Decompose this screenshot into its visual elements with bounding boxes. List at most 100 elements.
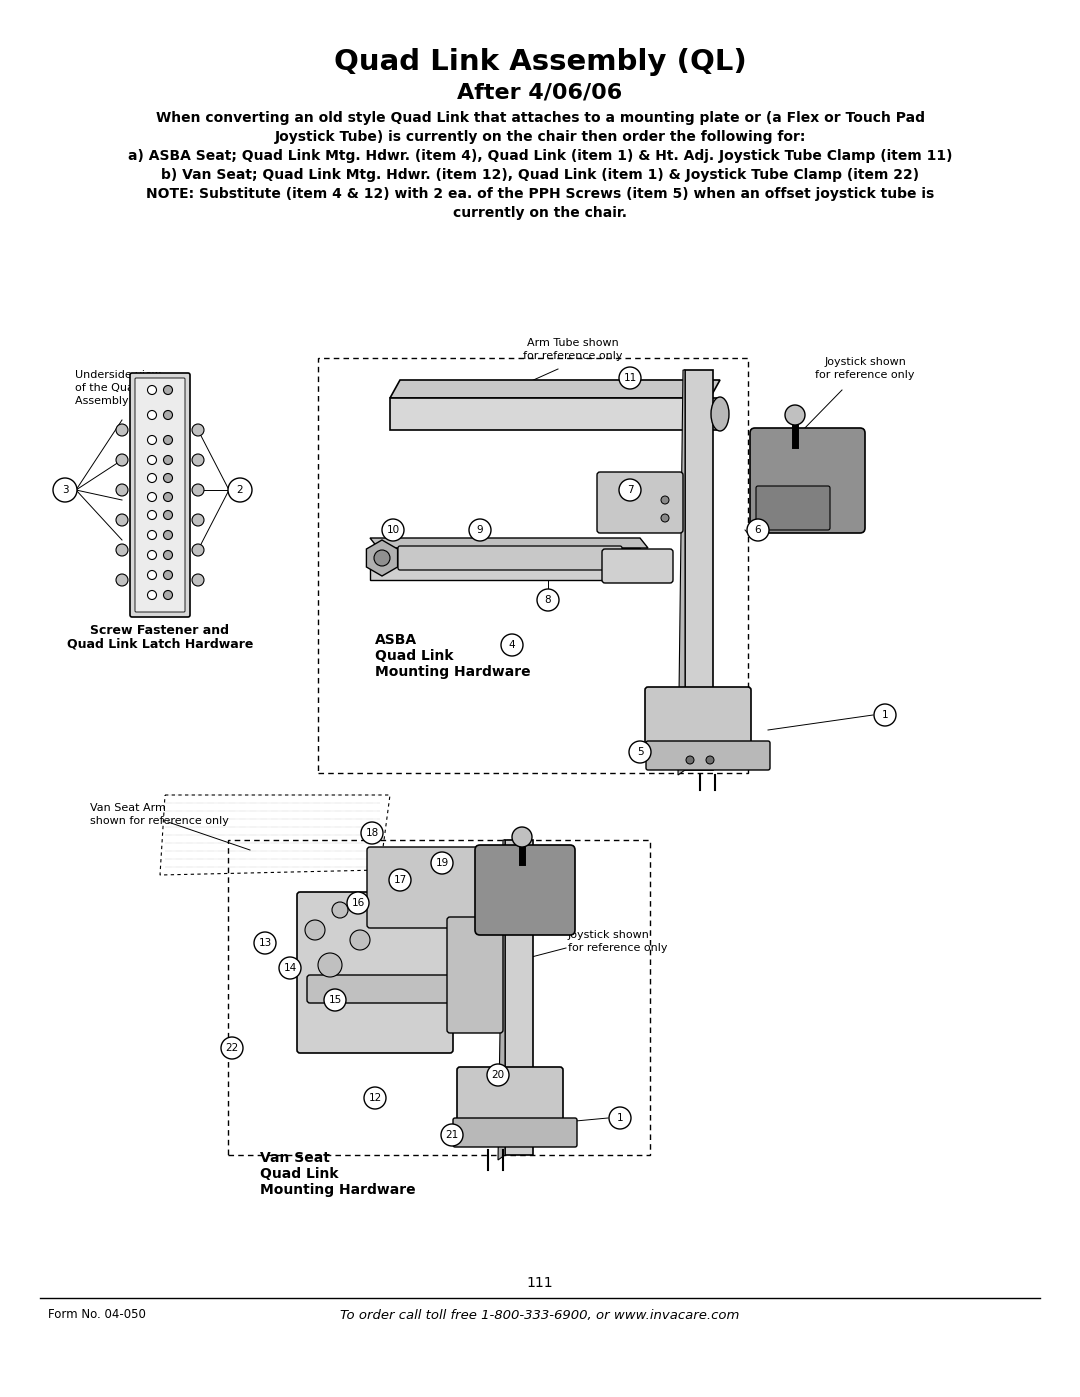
Circle shape (53, 478, 77, 502)
Circle shape (163, 591, 173, 599)
Circle shape (537, 590, 559, 610)
Bar (228, 840, 650, 1155)
Circle shape (148, 411, 157, 419)
Text: Assembly shown: Assembly shown (75, 395, 168, 407)
Circle shape (163, 550, 173, 560)
FancyBboxPatch shape (447, 916, 503, 1032)
Text: After 4/06/06: After 4/06/06 (457, 82, 623, 102)
Circle shape (148, 474, 157, 482)
Circle shape (364, 1087, 386, 1109)
Circle shape (148, 550, 157, 560)
Text: 8: 8 (544, 595, 551, 605)
Text: 1: 1 (881, 710, 889, 719)
Text: Underside view: Underside view (75, 370, 161, 380)
Text: 13: 13 (258, 937, 272, 949)
Text: for reference only: for reference only (568, 943, 667, 953)
Circle shape (163, 411, 173, 419)
Circle shape (501, 634, 523, 657)
Circle shape (874, 704, 896, 726)
Circle shape (163, 510, 173, 520)
Text: NOTE: Substitute (item 4 & 12) with 2 ea. of the PPH Screws (item 5) when an off: NOTE: Substitute (item 4 & 12) with 2 ea… (146, 187, 934, 201)
Circle shape (747, 520, 769, 541)
Circle shape (148, 436, 157, 444)
Circle shape (374, 550, 390, 566)
Text: 20: 20 (491, 1070, 504, 1080)
Text: 15: 15 (328, 995, 341, 1004)
Text: 111: 111 (527, 1275, 553, 1289)
Text: Quad Link Latch Hardware: Quad Link Latch Hardware (67, 637, 253, 651)
Text: 3: 3 (62, 485, 68, 495)
Text: 21: 21 (445, 1130, 459, 1140)
Text: 12: 12 (368, 1092, 381, 1104)
Circle shape (389, 869, 411, 891)
Circle shape (279, 957, 301, 979)
Circle shape (148, 386, 157, 394)
FancyBboxPatch shape (399, 546, 622, 570)
Circle shape (192, 425, 204, 436)
Ellipse shape (711, 397, 729, 432)
Circle shape (431, 852, 453, 875)
Circle shape (686, 756, 694, 764)
Circle shape (148, 591, 157, 599)
Text: ASBA: ASBA (375, 633, 417, 647)
Circle shape (254, 932, 276, 954)
Circle shape (148, 531, 157, 539)
Text: 6: 6 (755, 525, 761, 535)
Circle shape (116, 514, 129, 527)
Polygon shape (498, 840, 505, 1160)
Text: 1: 1 (617, 1113, 623, 1123)
FancyBboxPatch shape (597, 472, 683, 534)
Text: b) Van Seat; Quad Link Mtg. Hdwr. (item 12), Quad Link (item 1) & Joystick Tube : b) Van Seat; Quad Link Mtg. Hdwr. (item … (161, 168, 919, 182)
Text: 9: 9 (476, 525, 484, 535)
Circle shape (116, 483, 129, 496)
Circle shape (148, 510, 157, 520)
Text: 17: 17 (393, 875, 407, 886)
Circle shape (350, 930, 370, 950)
Bar (318, 358, 748, 773)
Circle shape (163, 436, 173, 444)
Circle shape (487, 1065, 509, 1085)
Text: currently on the chair.: currently on the chair. (453, 205, 627, 219)
FancyBboxPatch shape (602, 549, 673, 583)
Text: 11: 11 (623, 373, 636, 383)
Circle shape (148, 493, 157, 502)
FancyBboxPatch shape (307, 975, 473, 1003)
Bar (370, 548, 640, 580)
Text: Arm Tube shown: Arm Tube shown (527, 338, 619, 348)
Polygon shape (370, 538, 648, 548)
Circle shape (163, 455, 173, 464)
Text: a) ASBA Seat; Quad Link Mtg. Hdwr. (item 4), Quad Link (item 1) & Ht. Adj. Joyst: a) ASBA Seat; Quad Link Mtg. Hdwr. (item… (127, 149, 953, 163)
Text: Quad Link: Quad Link (375, 650, 454, 664)
Circle shape (116, 543, 129, 556)
Circle shape (116, 425, 129, 436)
Circle shape (661, 514, 669, 522)
FancyBboxPatch shape (297, 893, 453, 1053)
Circle shape (469, 520, 491, 541)
Bar (505, 840, 534, 1155)
Text: Mounting Hardware: Mounting Hardware (375, 665, 530, 679)
Circle shape (619, 479, 642, 502)
Text: 5: 5 (637, 747, 644, 757)
Text: Joystick shown: Joystick shown (568, 930, 650, 940)
Text: 19: 19 (435, 858, 448, 868)
FancyBboxPatch shape (645, 687, 751, 747)
Text: Quad Link: Quad Link (260, 1166, 338, 1180)
Circle shape (148, 455, 157, 464)
Circle shape (332, 902, 348, 918)
FancyBboxPatch shape (135, 379, 185, 612)
Circle shape (318, 953, 342, 977)
Circle shape (192, 543, 204, 556)
Text: 14: 14 (283, 963, 297, 972)
Text: shown for reference only: shown for reference only (90, 816, 229, 826)
Circle shape (192, 483, 204, 496)
FancyBboxPatch shape (646, 740, 770, 770)
Circle shape (361, 821, 383, 844)
Text: Joystick shown: Joystick shown (824, 358, 906, 367)
Circle shape (512, 827, 532, 847)
Circle shape (192, 574, 204, 585)
Polygon shape (678, 370, 685, 775)
Polygon shape (366, 541, 397, 576)
Text: Van Seat Arm: Van Seat Arm (90, 803, 166, 813)
Text: 18: 18 (365, 828, 379, 838)
Circle shape (441, 1125, 463, 1146)
